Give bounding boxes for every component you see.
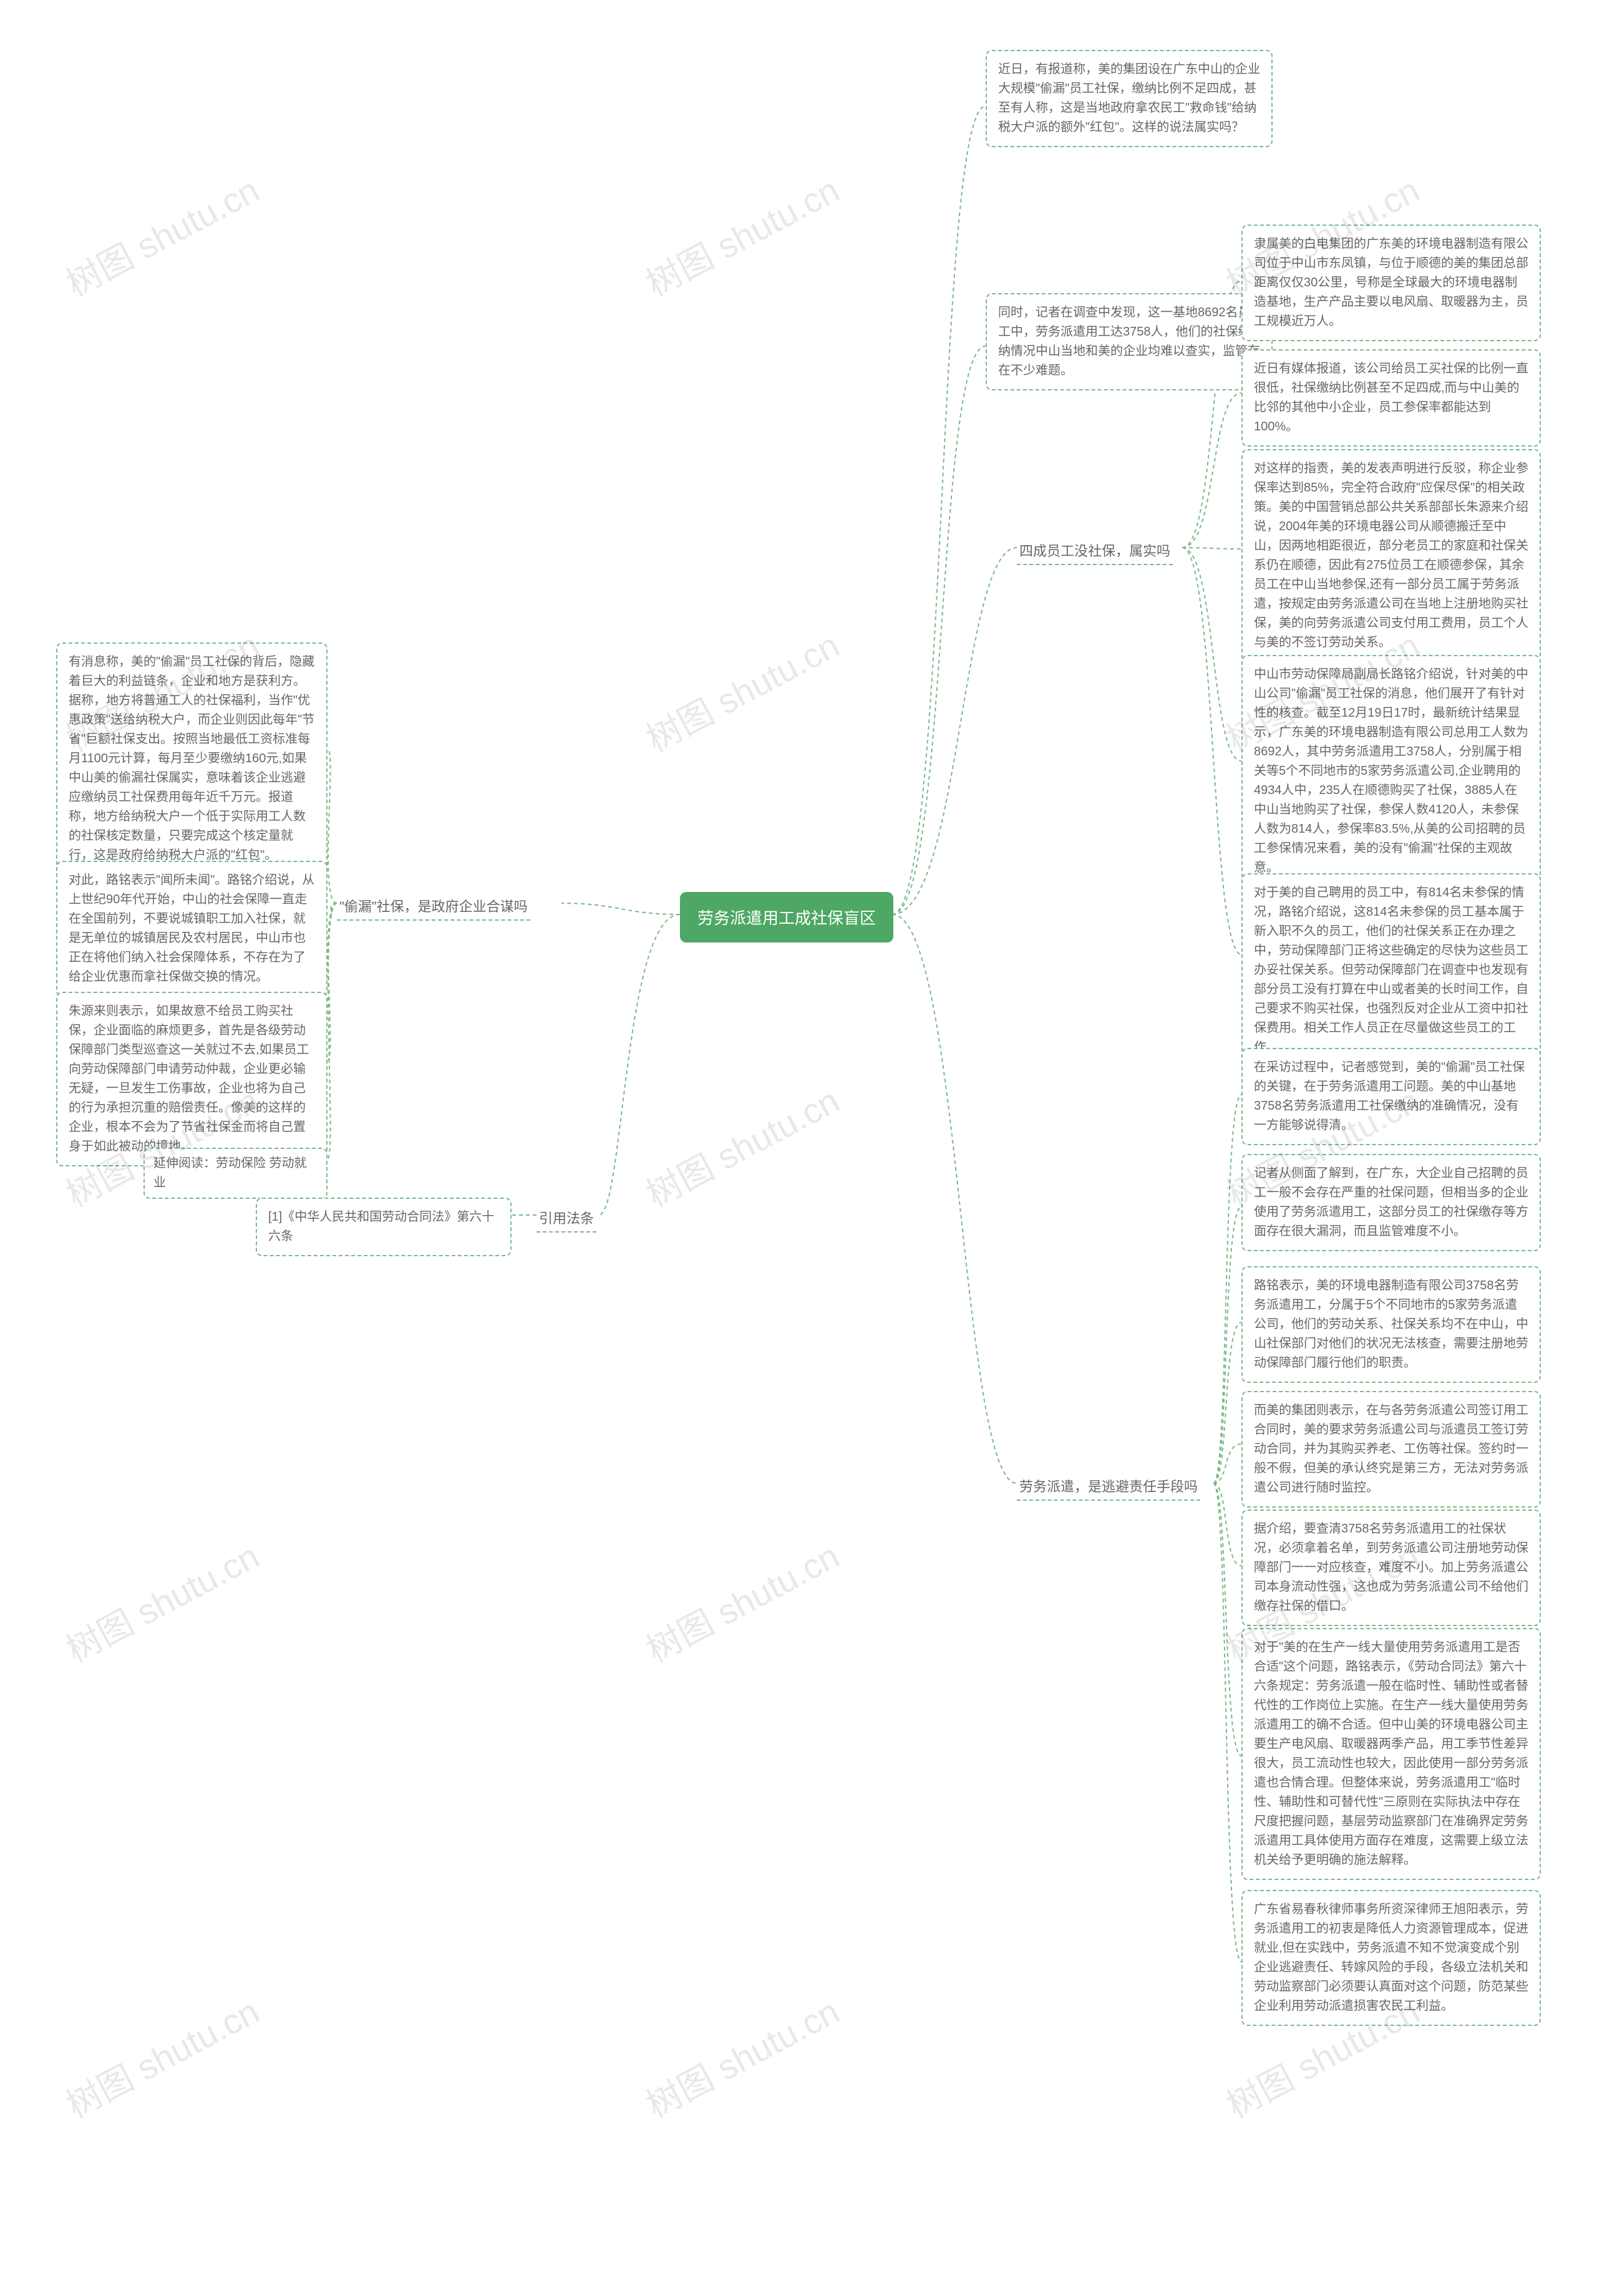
- law-leaf-0: [1]《中华人民共和国劳动合同法》第六十六条: [256, 1198, 512, 1256]
- collusion-leaf-3: 延伸阅读：劳动保险 劳动就业: [143, 1148, 328, 1199]
- forty-leaf-1: 近日有媒体报道，该公司给员工买社保的比例一直很低，社保缴纳比例甚至不足四成,而与…: [1241, 349, 1541, 447]
- watermark-text: 树图 shutu.cn: [56, 1984, 267, 2128]
- dispatch-leaf-3: 而美的集团则表示，在与各劳务派遣公司签订用工合同时，美的要求劳务派遣公司与派遣员…: [1241, 1391, 1541, 1508]
- watermark-text: 树图 shutu.cn: [56, 163, 267, 307]
- sub-dispatch: 劳务派遣，是逃避责任手段吗: [1017, 1472, 1200, 1501]
- dispatch-leaf-2: 路铭表示，美的环境电器制造有限公司3758名劳务派遣用工，分属于5个不同地市的5…: [1241, 1266, 1541, 1383]
- dispatch-leaf-1: 记者从侧面了解到，在广东，大企业自己招聘的员工一般不会存在严重的社保问题，但相当…: [1241, 1154, 1541, 1251]
- watermark-text: 树图 shutu.cn: [636, 618, 847, 762]
- collusion-leaf-0: 有消息称，美的"偷漏"员工社保的背后，隐藏着巨大的利益链条，企业和地方是获利方。…: [56, 642, 328, 875]
- dispatch-leaf-5: 对于"美的在生产一线大量使用劳务派遣用工是否合适"这个问题，路铭表示，《劳动合同…: [1241, 1628, 1541, 1880]
- sub-forty: 四成员工没社保，属实吗: [1017, 536, 1173, 565]
- dispatch-leaf-0: 在采访过程中，记者感觉到，美的"偷漏"员工社保的关键，在于劳务派遣用工问题。美的…: [1241, 1048, 1541, 1145]
- watermark-text: 树图 shutu.cn: [636, 1529, 847, 1673]
- survey-box: 同时，记者在调查中发现，这一基地8692名员工中，劳务派遣用工达3758人，他们…: [986, 293, 1273, 390]
- forty-leaf-2: 对这样的指责，美的发表声明进行反驳，称企业参保率达到85%，完全符合政府"应保尽…: [1241, 449, 1541, 662]
- root-node: 劳务派遣用工成社保盲区: [680, 892, 893, 942]
- collusion-leaf-1: 对此，路铭表示"闻所未闻"。路铭介绍说，从上世纪90年代开始，中山的社会保障一直…: [56, 861, 328, 997]
- watermark-text: 树图 shutu.cn: [56, 1529, 267, 1673]
- intro-box: 近日，有报道称，美的集团设在广东中山的企业大规模"偷漏"员工社保，缴纳比例不足四…: [986, 50, 1273, 147]
- collusion-leaf-2: 朱源来则表示，如果故意不给员工购买社保，企业面临的麻烦更多，首先是各级劳动保障部…: [56, 992, 328, 1166]
- sub-law: 引用法条: [536, 1204, 596, 1233]
- sub-collusion: "偷漏"社保，是政府企业合谋吗: [337, 892, 530, 921]
- dispatch-leaf-6: 广东省易春秋律师事务所资深律师王旭阳表示，劳务派遣用工的初衷是降低人力资源管理成…: [1241, 1890, 1541, 2026]
- forty-leaf-3: 中山市劳动保障局副局长路铭介绍说，针对美的中山公司"偷漏"员工社保的消息，他们展…: [1241, 655, 1541, 888]
- forty-leaf-0: 隶属美的白电集团的广东美的环境电器制造有限公司位于中山市东凤镇，与位于顺德的美的…: [1241, 225, 1541, 341]
- watermark-text: 树图 shutu.cn: [636, 1984, 847, 2128]
- dispatch-leaf-4: 据介绍，要查清3758名劳务派遣用工的社保状况，必须拿着名单，到劳务派遣公司注册…: [1241, 1509, 1541, 1626]
- watermark-text: 树图 shutu.cn: [636, 163, 847, 307]
- forty-leaf-4: 对于美的自己聘用的员工中，有814名未参保的情况，路铭介绍说，这814名未参保的…: [1241, 873, 1541, 1067]
- watermark-text: 树图 shutu.cn: [636, 1073, 847, 1218]
